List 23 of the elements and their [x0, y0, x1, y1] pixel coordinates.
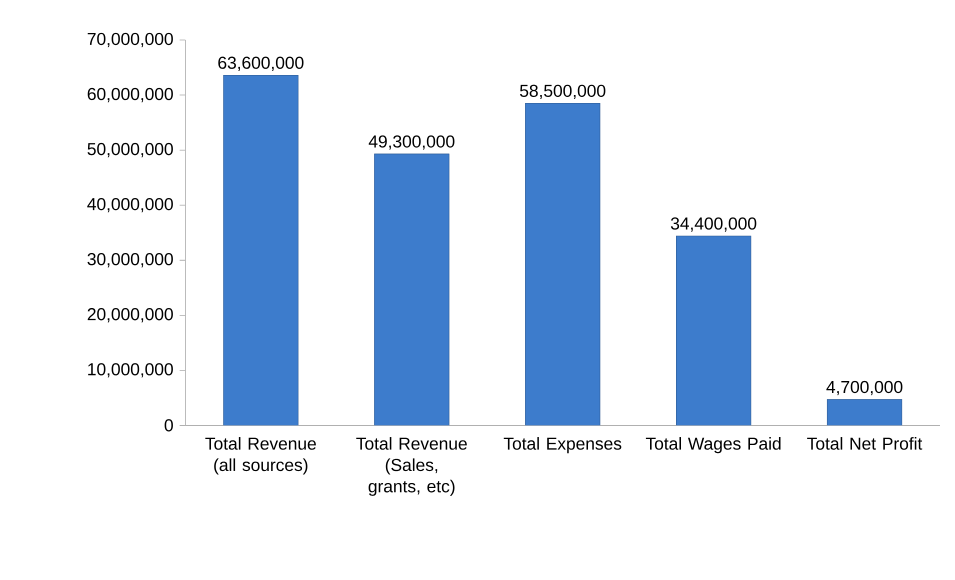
y-tick-label: 60,000,000 — [88, 88, 173, 102]
x-tick-label: Total Net Profit — [807, 437, 922, 450]
x-tick-label: Total Wages Paid — [646, 437, 781, 454]
y-tick-label: 70,000,000 — [88, 32, 173, 48]
bar — [223, 74, 298, 426]
y-tick-label: 20,000,000 — [88, 308, 173, 322]
x-tick-label: Total Expenses — [504, 437, 622, 454]
data-label: 49,300,000 — [368, 135, 454, 150]
data-label: 34,400,000 — [670, 217, 756, 232]
bar — [826, 399, 902, 426]
y-tick-label: 50,000,000 — [88, 142, 173, 158]
bar — [676, 236, 752, 426]
y-tick-label: 0 — [164, 419, 173, 432]
data-label: 4,700,000 — [826, 380, 902, 396]
y-tick-label: 10,000,000 — [88, 363, 173, 378]
y-tick-label: 30,000,000 — [88, 253, 173, 268]
x-tick-label: Total Revenue (Sales, grants, etc) — [356, 437, 467, 496]
y-tick-label: 40,000,000 — [87, 198, 173, 212]
bar — [525, 103, 600, 426]
x-tick-label: Total Revenue (all sources) — [205, 437, 316, 475]
bar — [374, 154, 450, 426]
data-label: 63,600,000 — [218, 56, 304, 71]
data-label: 58,500,000 — [520, 84, 606, 100]
